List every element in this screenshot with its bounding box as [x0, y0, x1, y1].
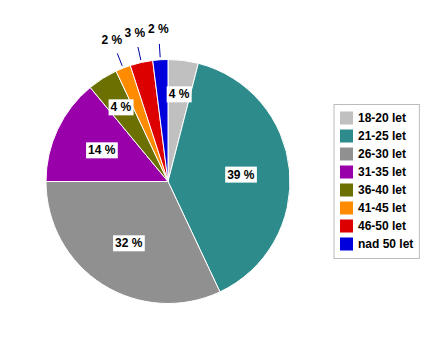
legend-swatch: [340, 238, 353, 251]
data-label: 32 %: [115, 236, 143, 250]
legend-item: 41-45 let: [340, 201, 406, 215]
leader-line: [159, 44, 161, 57]
legend: 18-20 let 21-25 let 26-30 let 31-35 let 36-4…: [334, 105, 419, 259]
legend-label: nad 50 let: [358, 237, 413, 251]
slice: [46, 182, 220, 304]
legend-swatch: [340, 184, 353, 197]
data-label: 2 %: [102, 33, 123, 47]
legend-label: 41-45 let: [358, 201, 406, 215]
label-box: [86, 142, 118, 158]
data-label: 2 %: [148, 22, 169, 36]
legend-item: 21-25 let: [340, 129, 406, 143]
legend-item: 36-40 let: [340, 183, 406, 197]
legend-label: 26-30 let: [358, 147, 406, 161]
pie: 4 % 39 % 32 % 14 % 4 % 2 %3 %2 %: [46, 22, 290, 303]
legend-swatch: [340, 130, 353, 143]
legend-item: 18-20 let: [340, 111, 406, 125]
label-box: [225, 167, 257, 183]
slice: [130, 60, 168, 181]
data-label: 3 %: [124, 26, 145, 40]
data-labels: 4 % 39 % 32 % 14 % 4 % 2 %3 %2 %: [86, 22, 257, 251]
legend-swatch: [340, 148, 353, 161]
legend-label: 46-50 let: [358, 219, 406, 233]
legend-item: 46-50 let: [340, 219, 406, 233]
legend-item: 26-30 let: [340, 147, 406, 161]
label-box: [109, 99, 134, 115]
legend-item: nad 50 let: [340, 237, 413, 251]
data-label: 4 %: [169, 87, 190, 101]
label-box: [113, 235, 145, 251]
leader-line: [117, 53, 122, 65]
legend-label: 21-25 let: [358, 129, 406, 143]
legend-swatch: [340, 202, 353, 215]
legend-label: 18-20 let: [358, 111, 406, 125]
data-label: 14 %: [88, 143, 116, 157]
legend-swatch: [340, 220, 353, 233]
legend-frame: [334, 105, 419, 259]
legend-swatch: [340, 166, 353, 179]
legend-label: 31-35 let: [358, 165, 406, 179]
data-label: 39 %: [227, 168, 255, 182]
label-box: [167, 86, 192, 102]
legend-item: 31-35 let: [340, 165, 406, 179]
slices: [46, 60, 290, 304]
slice: [153, 60, 168, 182]
legend-swatch: [340, 112, 353, 125]
leader-line: [138, 47, 141, 60]
chart: 4 % 39 % 32 % 14 % 4 % 2 %3 %2 % 18-20 let 21-2…: [0, 0, 437, 363]
data-label: 4 %: [111, 100, 132, 114]
legend-label: 36-40 let: [358, 183, 406, 197]
